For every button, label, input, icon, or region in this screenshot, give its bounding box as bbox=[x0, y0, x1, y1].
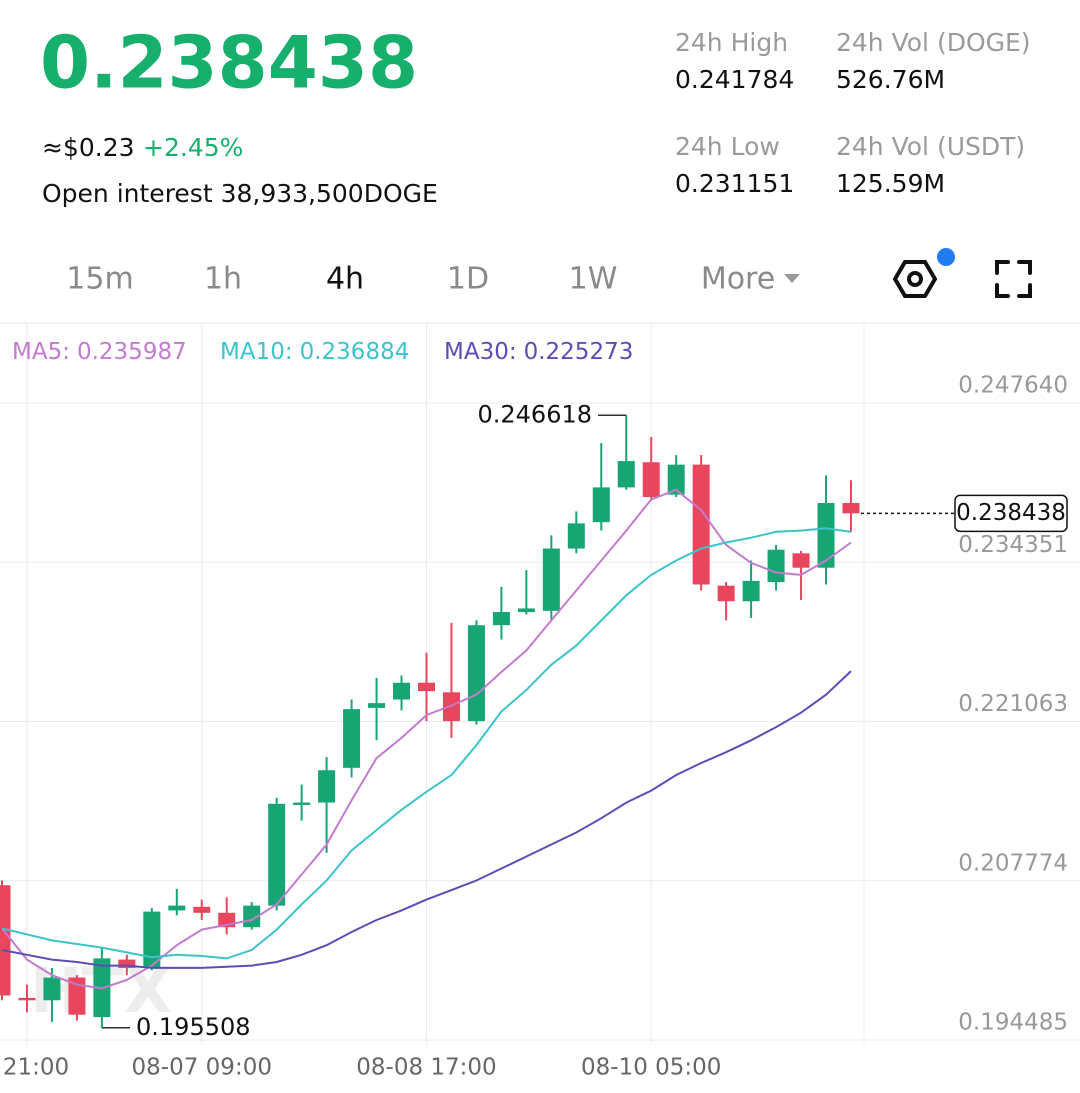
timeframe-tab[interactable]: 1D bbox=[447, 262, 489, 297]
candle-body bbox=[717, 585, 735, 602]
x-tick-label: 08-10 05:00 bbox=[581, 1055, 721, 1081]
open-interest: Open interest 38,933,500DOGE bbox=[42, 179, 438, 208]
ma-line bbox=[1, 488, 852, 990]
candle-body bbox=[193, 906, 211, 913]
timeframe-tab[interactable]: 1h bbox=[204, 262, 242, 297]
ma-legend-value: 0.236884 bbox=[300, 339, 410, 365]
candle-body bbox=[0, 885, 11, 996]
current-price-box bbox=[954, 494, 1068, 533]
usd-price: ≈$0.23 bbox=[42, 133, 135, 162]
stat-value: 0.231151 bbox=[675, 169, 794, 198]
ma-legend-name: MA30: bbox=[444, 339, 517, 365]
candle-body bbox=[692, 464, 710, 585]
ma-legend-name: MA5: bbox=[12, 339, 70, 365]
more-caret[interactable] bbox=[784, 274, 800, 283]
ma-legend: MA10: 0.236884 bbox=[220, 339, 409, 365]
settings-icon[interactable] bbox=[892, 248, 955, 298]
timeframe-tab[interactable]: 1W bbox=[569, 262, 618, 297]
candle-body bbox=[18, 997, 36, 1001]
current-price-label: 0.238438 bbox=[956, 500, 1066, 526]
ma-line bbox=[1, 670, 852, 969]
candle-body bbox=[467, 625, 485, 722]
candle-body bbox=[517, 608, 535, 613]
candle-body bbox=[567, 523, 585, 549]
stat-label: 24h High bbox=[675, 28, 788, 57]
x-tick-label: 21:00 bbox=[3, 1055, 69, 1081]
candle-body bbox=[168, 905, 186, 911]
stat-value: 526.76M bbox=[836, 65, 945, 94]
candle-body bbox=[118, 959, 136, 968]
candle-body bbox=[318, 770, 336, 803]
candle-body bbox=[143, 911, 161, 968]
ma-legend-value: 0.225273 bbox=[524, 339, 634, 365]
y-tick-label: 0.221063 bbox=[958, 691, 1068, 717]
last-price: 0.238438 bbox=[40, 21, 418, 105]
timeframe-tab[interactable]: 4h bbox=[326, 262, 364, 297]
candle-body bbox=[842, 502, 860, 514]
min-label: 0.195508 bbox=[136, 1013, 251, 1041]
candle-body bbox=[417, 682, 435, 692]
ma-legend: MA5: 0.235987 bbox=[12, 339, 187, 365]
x-tick-label: 08-08 17:00 bbox=[356, 1055, 496, 1081]
price-change: +2.45% bbox=[143, 133, 243, 162]
candle-body bbox=[393, 682, 411, 700]
ma-legend-name: MA10: bbox=[220, 339, 293, 365]
y-tick-label: 0.234351 bbox=[958, 532, 1068, 558]
candle-body bbox=[68, 977, 86, 1015]
candle-body bbox=[268, 803, 286, 906]
candle-body bbox=[767, 549, 785, 583]
timeframe-tab[interactable]: 15m bbox=[66, 262, 133, 297]
x-tick-label: 08-07 09:00 bbox=[132, 1055, 272, 1081]
candle-body bbox=[667, 464, 685, 495]
ma-legend-value: 0.235987 bbox=[77, 339, 187, 365]
y-tick-label: 0.247640 bbox=[958, 373, 1068, 399]
y-tick-label: 0.207774 bbox=[958, 850, 1068, 876]
stat-label: 24h Low bbox=[675, 132, 780, 161]
candle-body bbox=[742, 580, 760, 602]
candle-body bbox=[792, 553, 810, 568]
candle-body bbox=[293, 802, 311, 805]
candle-body bbox=[642, 462, 660, 497]
fullscreen-icon[interactable] bbox=[995, 260, 1032, 298]
ma-line bbox=[1, 527, 852, 960]
candle-body bbox=[617, 461, 635, 488]
candle-body bbox=[817, 502, 835, 568]
candle-body bbox=[442, 692, 460, 722]
stat-value: 0.241784 bbox=[675, 65, 794, 94]
candle-body bbox=[492, 612, 510, 626]
y-tick-label: 0.194485 bbox=[958, 1010, 1068, 1036]
timeframe-tab[interactable]: More bbox=[701, 262, 775, 297]
stat-label: 24h Vol (USDT) bbox=[836, 132, 1025, 161]
candle-body bbox=[542, 548, 560, 611]
candle-body bbox=[43, 977, 61, 1001]
candle-body bbox=[343, 709, 361, 768]
candle-body bbox=[368, 703, 386, 708]
ma-legend: MA30: 0.225273 bbox=[444, 339, 633, 365]
max-label: 0.246618 bbox=[477, 400, 592, 428]
stat-value: 125.59M bbox=[836, 169, 945, 198]
candle-body bbox=[592, 487, 610, 523]
stat-label: 24h Vol (DOGE) bbox=[836, 28, 1031, 57]
